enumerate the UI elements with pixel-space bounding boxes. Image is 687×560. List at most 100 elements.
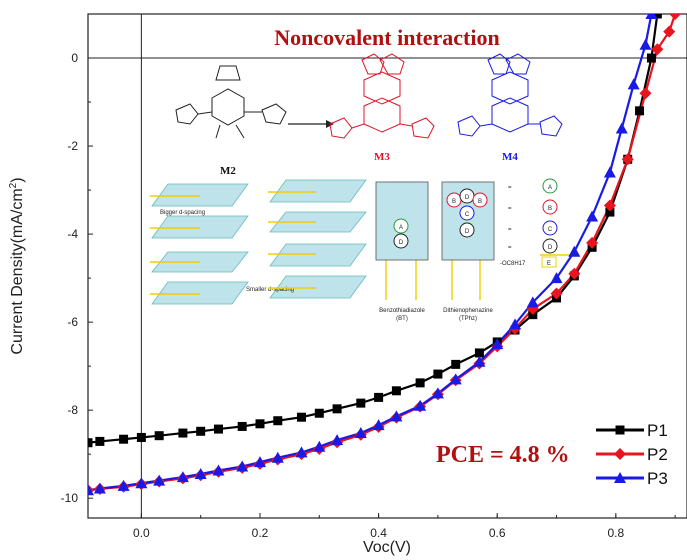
p3-point	[627, 78, 640, 90]
x-tick-label: 0.6	[489, 526, 506, 540]
p1-point	[297, 412, 307, 422]
p1-point	[136, 432, 146, 442]
y-tick-label: 0	[71, 51, 78, 65]
p2-point	[568, 267, 581, 280]
p1-point	[356, 398, 366, 408]
y-tick-label: -6	[67, 315, 78, 329]
y-tick-label: -8	[67, 403, 78, 417]
p3-point	[331, 434, 344, 446]
p3-point	[550, 272, 563, 284]
legend-p3-point	[614, 472, 626, 483]
p3-point	[491, 338, 504, 350]
pce-annotation: PCE = 4.8 %	[436, 442, 570, 468]
p1-point	[646, 53, 656, 63]
m4-label: M4	[502, 151, 518, 163]
svg-text:C: C	[548, 227, 553, 233]
x-axis-title: Voc(V)	[363, 539, 411, 556]
m2-label: M2	[220, 165, 236, 177]
p1-point	[652, 14, 662, 19]
p3-point	[135, 477, 148, 489]
svg-text:(BT): (BT)	[396, 316, 408, 322]
p1-point	[474, 348, 484, 358]
p3-point	[639, 38, 652, 50]
p1-point	[237, 421, 247, 431]
p2-point	[586, 236, 599, 249]
p2-point	[603, 199, 616, 212]
p3-point	[88, 484, 94, 496]
legend-p2-point	[614, 448, 626, 460]
p1-point	[213, 424, 223, 434]
p1-point	[332, 404, 342, 414]
p1-point	[391, 386, 401, 396]
svg-text:D: D	[548, 245, 553, 251]
y-axis-title: Current Density(mA/cm2)	[8, 177, 26, 354]
svg-text:C: C	[465, 212, 470, 218]
p3-point	[603, 166, 616, 178]
p3-point	[176, 471, 189, 483]
p1-point	[605, 207, 615, 217]
p3-point	[212, 464, 225, 476]
svg-text:B: B	[452, 199, 456, 205]
p1-point	[273, 416, 283, 426]
legend-p1-point	[615, 425, 625, 435]
p3-point	[354, 427, 367, 439]
svg-text:A: A	[548, 185, 552, 191]
p3-point	[390, 410, 403, 422]
p3-point	[236, 460, 249, 472]
p3-point	[93, 482, 106, 494]
p3-point	[153, 474, 166, 486]
plot-frame	[87, 13, 687, 519]
p1-point	[95, 436, 105, 446]
svg-text:=: =	[508, 227, 512, 233]
p1-point	[154, 431, 164, 441]
svg-text:E: E	[547, 261, 551, 267]
p3-point	[431, 387, 444, 399]
p3-point	[414, 399, 427, 411]
series-layer	[88, 14, 682, 497]
packing-panels: Bigger d-spacing Smaller d-spacing	[151, 179, 367, 305]
svg-text:B: B	[478, 199, 482, 205]
y-tick-label: -4	[67, 227, 78, 241]
axis-ticks: 0.0 0.2 0.4 0.6 0.8 0 -2 -4 -6 -8 -10	[61, 13, 676, 540]
p2-point	[639, 87, 652, 100]
p1-point	[314, 408, 324, 418]
svg-text:D: D	[399, 240, 404, 246]
p1-point	[635, 106, 645, 116]
p2-point	[663, 25, 676, 38]
svg-text:D: D	[465, 195, 470, 201]
x-tick-label: 0.8	[607, 526, 624, 540]
p3-point	[509, 318, 522, 330]
p3-point	[372, 419, 385, 431]
inset-schematic: M2 M3 M4	[150, 53, 576, 322]
monomer-m2-structure	[175, 65, 287, 139]
monomer-m4-structure	[457, 53, 563, 137]
p1-point	[451, 359, 461, 369]
p1-point	[433, 369, 443, 379]
legend-label-p1: P1	[647, 421, 668, 440]
y-tick-label: -2	[67, 139, 78, 153]
legend-label-p2: P2	[647, 445, 668, 464]
bt-label: Benzothiadiazole	[379, 308, 425, 314]
p2-point	[550, 287, 563, 300]
p1-point	[178, 428, 188, 438]
chart-title: Noncovalent interaction	[274, 25, 499, 50]
svg-text:=: =	[508, 206, 512, 212]
x-tick-label: 0.0	[133, 526, 150, 540]
p3-point	[645, 14, 658, 19]
p3-point	[449, 373, 462, 385]
legend-label-p3: P3	[647, 469, 668, 488]
monomer-m3-structure	[329, 53, 435, 139]
p1-point	[255, 419, 265, 429]
p3-point	[271, 451, 284, 463]
p3-point	[568, 245, 581, 257]
p3-point	[526, 296, 539, 308]
tphz-label: Dithienophenazine	[443, 308, 493, 314]
p3-point	[586, 210, 599, 222]
p1-point	[374, 392, 384, 402]
chart-legend: P1 P2 P3	[596, 421, 668, 488]
p3-point	[253, 456, 266, 468]
y-tick-label: -10	[61, 491, 79, 505]
bigger-dspacing-label: Bigger d-spacing	[160, 210, 205, 216]
svg-text:(TPhz): (TPhz)	[459, 316, 477, 322]
